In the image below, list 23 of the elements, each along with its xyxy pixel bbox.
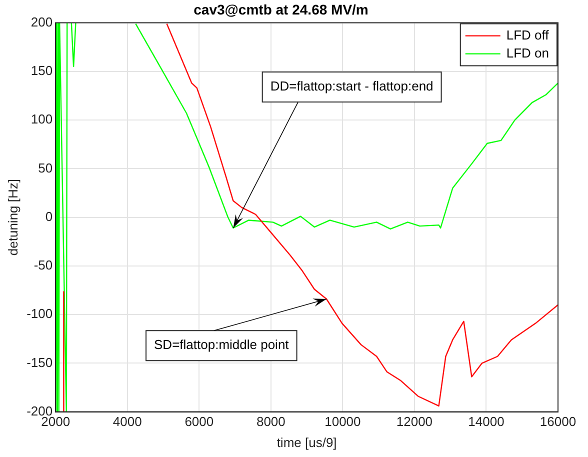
x-axis-title: time [us/9] <box>276 434 337 450</box>
x-tick-label: 12000 <box>396 414 433 430</box>
y-tick-label: -50 <box>34 258 53 273</box>
x-tick-label: 4000 <box>112 414 142 430</box>
y-tick-label: -200 <box>26 403 53 418</box>
legend-label: LFD on <box>506 45 550 60</box>
y-tick-label: -100 <box>26 306 53 322</box>
annotation: DD=flattop:start - flattop:end <box>270 78 434 94</box>
x-tick-label: 8000 <box>256 414 286 430</box>
legend-label: LFD off <box>506 27 550 42</box>
y-axis-title: detuning [Hz] <box>5 178 20 256</box>
y-tick-label: -150 <box>26 354 53 370</box>
chart-title: cav3@cmtb at 24.68 MV/m <box>194 1 368 18</box>
x-tick-label: 16000 <box>540 414 576 430</box>
x-tick-label: 14000 <box>468 414 504 430</box>
y-tick-label: 100 <box>30 112 53 127</box>
y-tick-label: 200 <box>30 14 53 30</box>
x-tick-label: 10000 <box>324 414 361 430</box>
y-tick-label: 0 <box>45 208 53 224</box>
y-tick-label: 50 <box>38 160 53 176</box>
annotation: SD=flattop:middle point <box>154 337 290 352</box>
y-tick-label: 150 <box>30 63 53 78</box>
x-tick-label: 6000 <box>184 414 214 430</box>
